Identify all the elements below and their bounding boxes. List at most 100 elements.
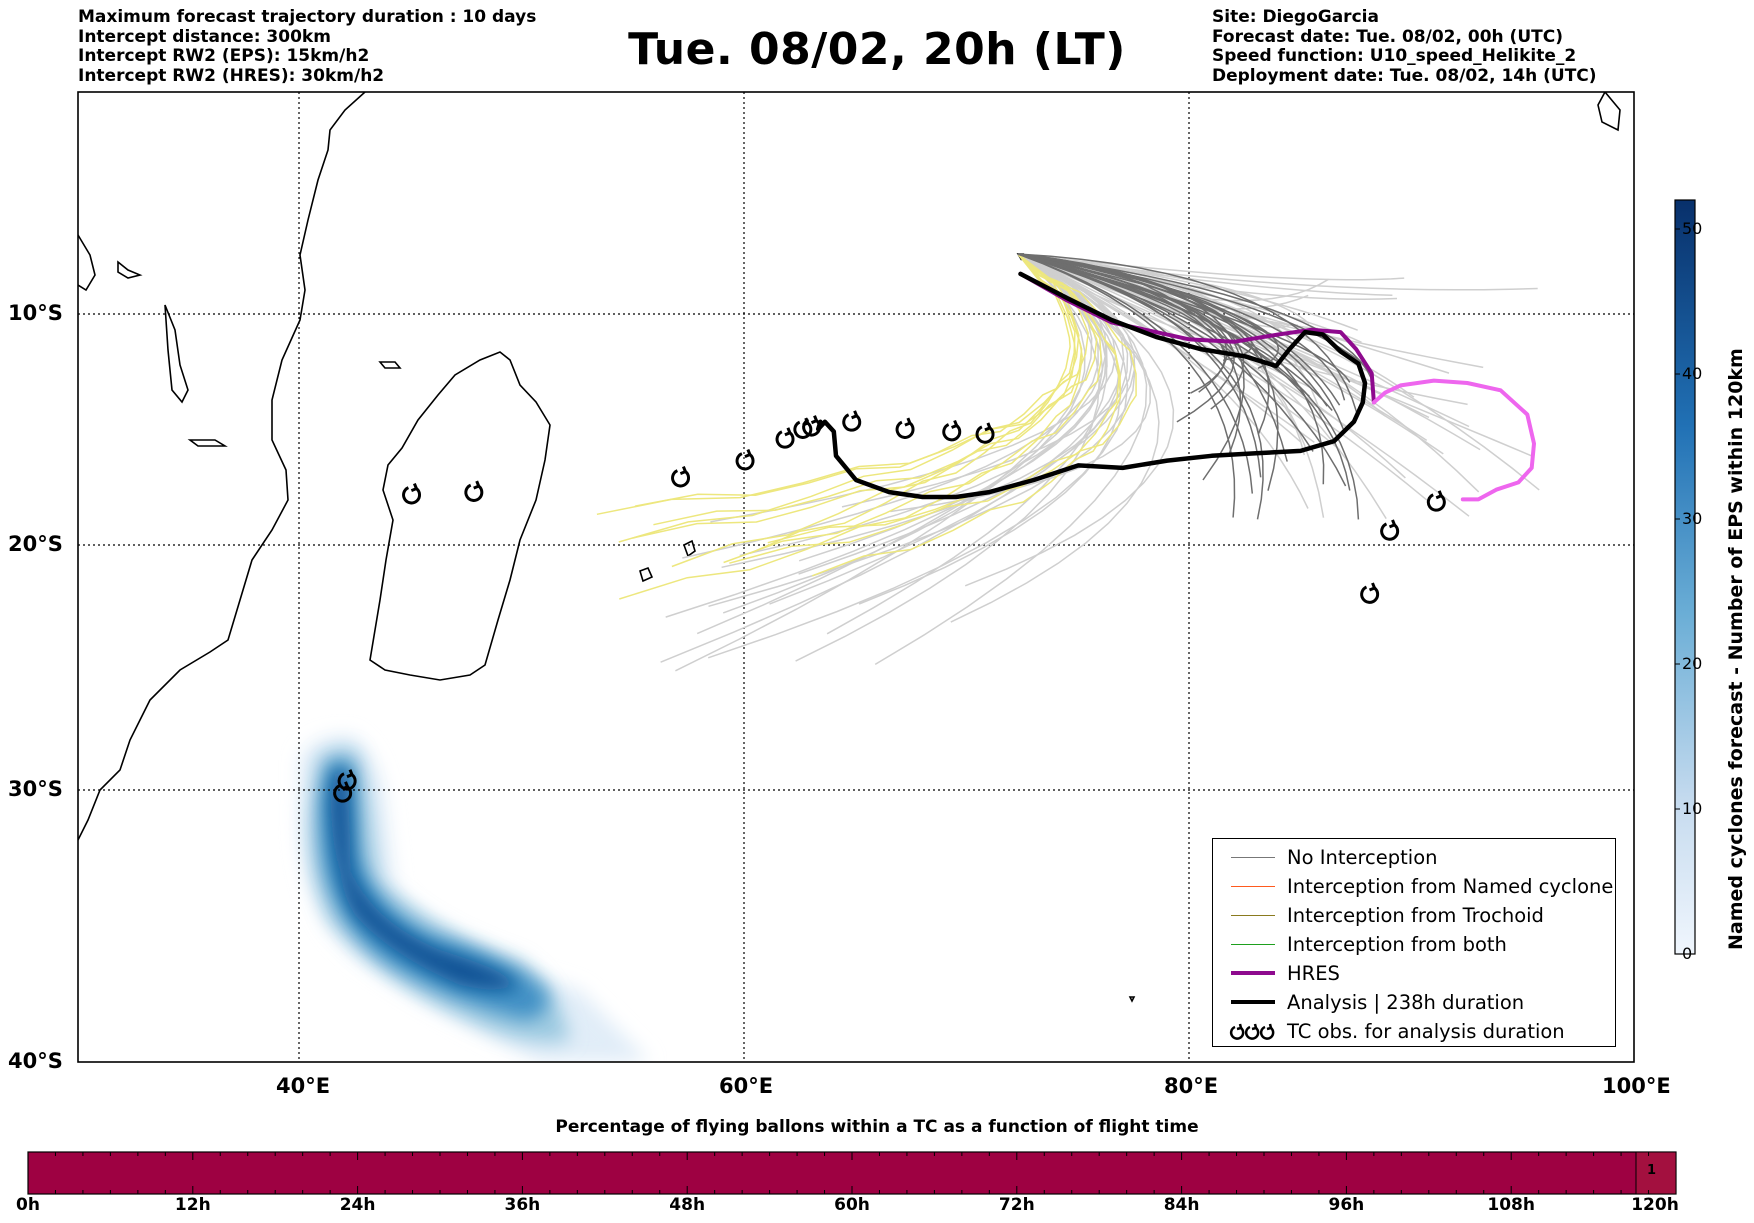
ensemble-track-light	[1017, 253, 1405, 281]
tc-obs-marker	[671, 466, 691, 488]
tc-obs-marker	[975, 422, 995, 444]
flight-time-tick-label: 96h	[1328, 1195, 1365, 1215]
ensemble-track-yellow	[632, 253, 1077, 539]
flight-time-tick-label: 72h	[998, 1195, 1035, 1215]
x-tick-label: 80°E	[1164, 1074, 1219, 1098]
ensemble-track-light	[1017, 253, 1310, 325]
flight-time-bar-last-cell	[1635, 1151, 1677, 1195]
ensemble-track-dark	[1017, 253, 1245, 481]
flight-time-tick-label: 84h	[1163, 1195, 1200, 1215]
legend-label: No Interception	[1287, 846, 1438, 869]
coastlines	[78, 92, 1621, 1003]
tc-obs-marker	[735, 449, 755, 471]
y-tick-label: 30°S	[8, 777, 63, 801]
ensemble-track-dark	[1017, 253, 1280, 369]
lake-outline	[187, 439, 228, 447]
ensemble-track-light	[682, 253, 1099, 559]
flight-time-tick-label: 60h	[834, 1195, 870, 1215]
legend: No Interception Interception from Named …	[1212, 838, 1616, 1047]
legend-swatch	[1231, 915, 1275, 916]
tc-obs-marker	[802, 415, 822, 437]
flight-time-tick-label: 12h	[174, 1195, 211, 1215]
flight-time-tick-label: 0h	[16, 1195, 40, 1215]
header-right-line: Deployment date: Tue. 08/02, 14h (UTC)	[1212, 65, 1597, 86]
flight-time-tick-label: 48h	[669, 1195, 706, 1215]
ensemble-track-light	[1017, 253, 1538, 291]
tc-obs-marker	[1380, 519, 1400, 541]
header-right-line: Speed function: U10_speed_Helikite_2	[1212, 46, 1577, 66]
colorbar-tick-label: 20	[1682, 654, 1703, 673]
header-left-line: Intercept distance: 300km	[78, 26, 331, 47]
flight-time-bar-title: Percentage of flying ballons within a TC…	[555, 1117, 1199, 1137]
island-outline	[1128, 996, 1136, 1003]
legend-label: HRES	[1287, 962, 1340, 985]
y-tick-label: 10°S	[8, 301, 63, 325]
island-outline	[683, 539, 696, 558]
ensemble-track-dark	[1017, 253, 1351, 383]
colorbar-tick-label: 10	[1682, 799, 1703, 818]
flight-time-bar-value: 1	[1647, 1163, 1657, 1178]
tc-observations	[333, 410, 1446, 803]
tc-obs-marker	[775, 427, 795, 449]
legend-swatch	[1231, 971, 1275, 975]
ensemble-track-yellow	[634, 253, 1071, 507]
ensemble-track-dark	[1017, 253, 1279, 491]
x-tick-label: 60°E	[719, 1074, 774, 1098]
tc-obs-marker	[895, 417, 915, 439]
legend-label: Interception from Named cyclone	[1287, 875, 1614, 898]
ensemble-track-dark	[1017, 253, 1236, 518]
legend-swatch	[1231, 1000, 1275, 1004]
ensemble-track-light	[721, 253, 1120, 569]
series-lines	[815, 271, 1536, 502]
africa-coastline	[78, 92, 366, 841]
tc-obs-marker	[1360, 582, 1380, 604]
colorbar-tick-label: 30	[1682, 509, 1703, 528]
flight-time-bar	[27, 1151, 1677, 1195]
ensemble-tracks	[596, 253, 1540, 672]
madagascar-coastline	[369, 351, 551, 681]
colorbar-gradient	[1674, 199, 1696, 955]
tc-obs-marker	[464, 480, 484, 502]
y-tick-label: 20°S	[8, 532, 63, 556]
ensemble-track-yellow	[729, 253, 1120, 564]
series-line	[1371, 378, 1536, 502]
ensemble-track-light	[1017, 253, 1309, 509]
coastline-fragment	[1597, 92, 1621, 132]
header-left: Maximum forecast trajectory duration : 1…	[78, 7, 537, 86]
density-core	[330, 769, 520, 990]
tc-obs-marker	[1426, 490, 1446, 512]
density-field	[299, 735, 650, 1062]
legend-swatch	[1231, 944, 1275, 945]
header-right: Site: DiegoGarcia Forecast date: Tue. 08…	[1212, 7, 1597, 86]
ensemble-track-dark	[1017, 253, 1333, 411]
colorbar	[1674, 199, 1696, 955]
x-tick-label: 100°E	[1602, 1074, 1671, 1098]
ensemble-track-light	[964, 253, 1175, 587]
legend-swatch	[1231, 886, 1275, 887]
island-outline	[378, 361, 402, 369]
flight-time-bar-ticks	[27, 1152, 1677, 1194]
colorbar-label: Named cyclones forecast - Number of EPS …	[1725, 348, 1747, 950]
legend-label: Interception from Trochoid	[1287, 904, 1544, 927]
legend-label: Analysis | 238h duration	[1287, 991, 1525, 1014]
colorbar-tick-label: 0	[1682, 944, 1693, 963]
flight-time-tick-label: 36h	[504, 1195, 541, 1215]
ensemble-track-light	[660, 253, 1125, 663]
island-outline	[639, 566, 654, 583]
ensemble-track-dark	[1017, 253, 1314, 452]
ensemble-track-light	[798, 253, 1136, 575]
flight-time-tick-label: 120h	[1631, 1195, 1679, 1215]
header-left-line: Maximum forecast trajectory duration : 1…	[78, 7, 537, 27]
tc-obs-legend-icon	[1229, 1023, 1275, 1040]
chart-title: Tue. 08/02, 20h (LT)	[628, 24, 1126, 75]
header-left-line: Intercept RW2 (EPS): 15km/h2	[78, 46, 370, 66]
legend-label: TC obs. for analysis duration	[1287, 1020, 1565, 1043]
colorbar-tick-label: 40	[1682, 364, 1703, 383]
legend-swatch	[1231, 857, 1275, 858]
ensemble-track-yellow	[619, 253, 1083, 600]
ensemble-track-light	[708, 253, 1136, 608]
x-tick-label: 40°E	[276, 1074, 331, 1098]
flight-time-tick-label: 24h	[339, 1195, 376, 1215]
ensemble-track-dark	[1017, 253, 1228, 393]
